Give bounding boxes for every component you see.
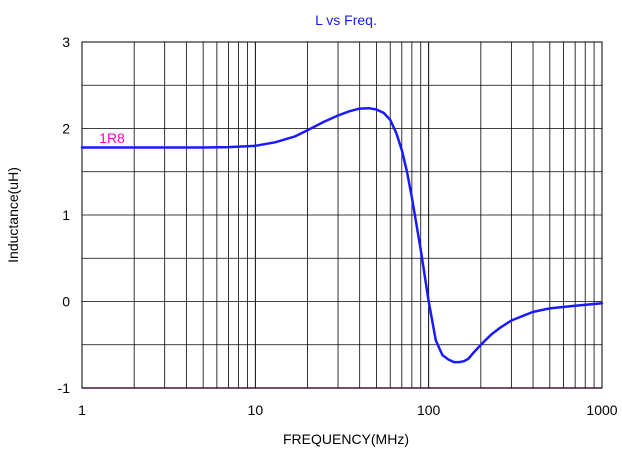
series-label-1r8: 1R8: [99, 130, 125, 146]
x-axis-label: FREQUENCY(MHz): [283, 431, 409, 447]
y-tick-label: 2: [62, 121, 70, 137]
chart-title: L vs Freq.: [315, 12, 377, 28]
x-tick-label: 1000: [586, 402, 617, 418]
x-tick-label: 100: [417, 402, 441, 418]
y-tick-labels: 3 2 1 0 -1: [58, 34, 71, 396]
y-tick-label: -1: [58, 380, 71, 396]
y-axis-label: Inductance(uH): [5, 167, 21, 263]
y-tick-label: 1: [62, 207, 70, 223]
x-tick-label: 10: [248, 402, 264, 418]
y-tick-label: 3: [62, 34, 70, 50]
y-tick-label: 0: [62, 294, 70, 310]
chart-grid: [81, 41, 603, 389]
x-tick-label: 1: [78, 402, 86, 418]
plot-frame: [81, 41, 603, 389]
series-line: [80, 106, 604, 364]
x-tick-labels: 1 10 100 1000: [78, 402, 618, 418]
series-layer: [80, 106, 604, 364]
